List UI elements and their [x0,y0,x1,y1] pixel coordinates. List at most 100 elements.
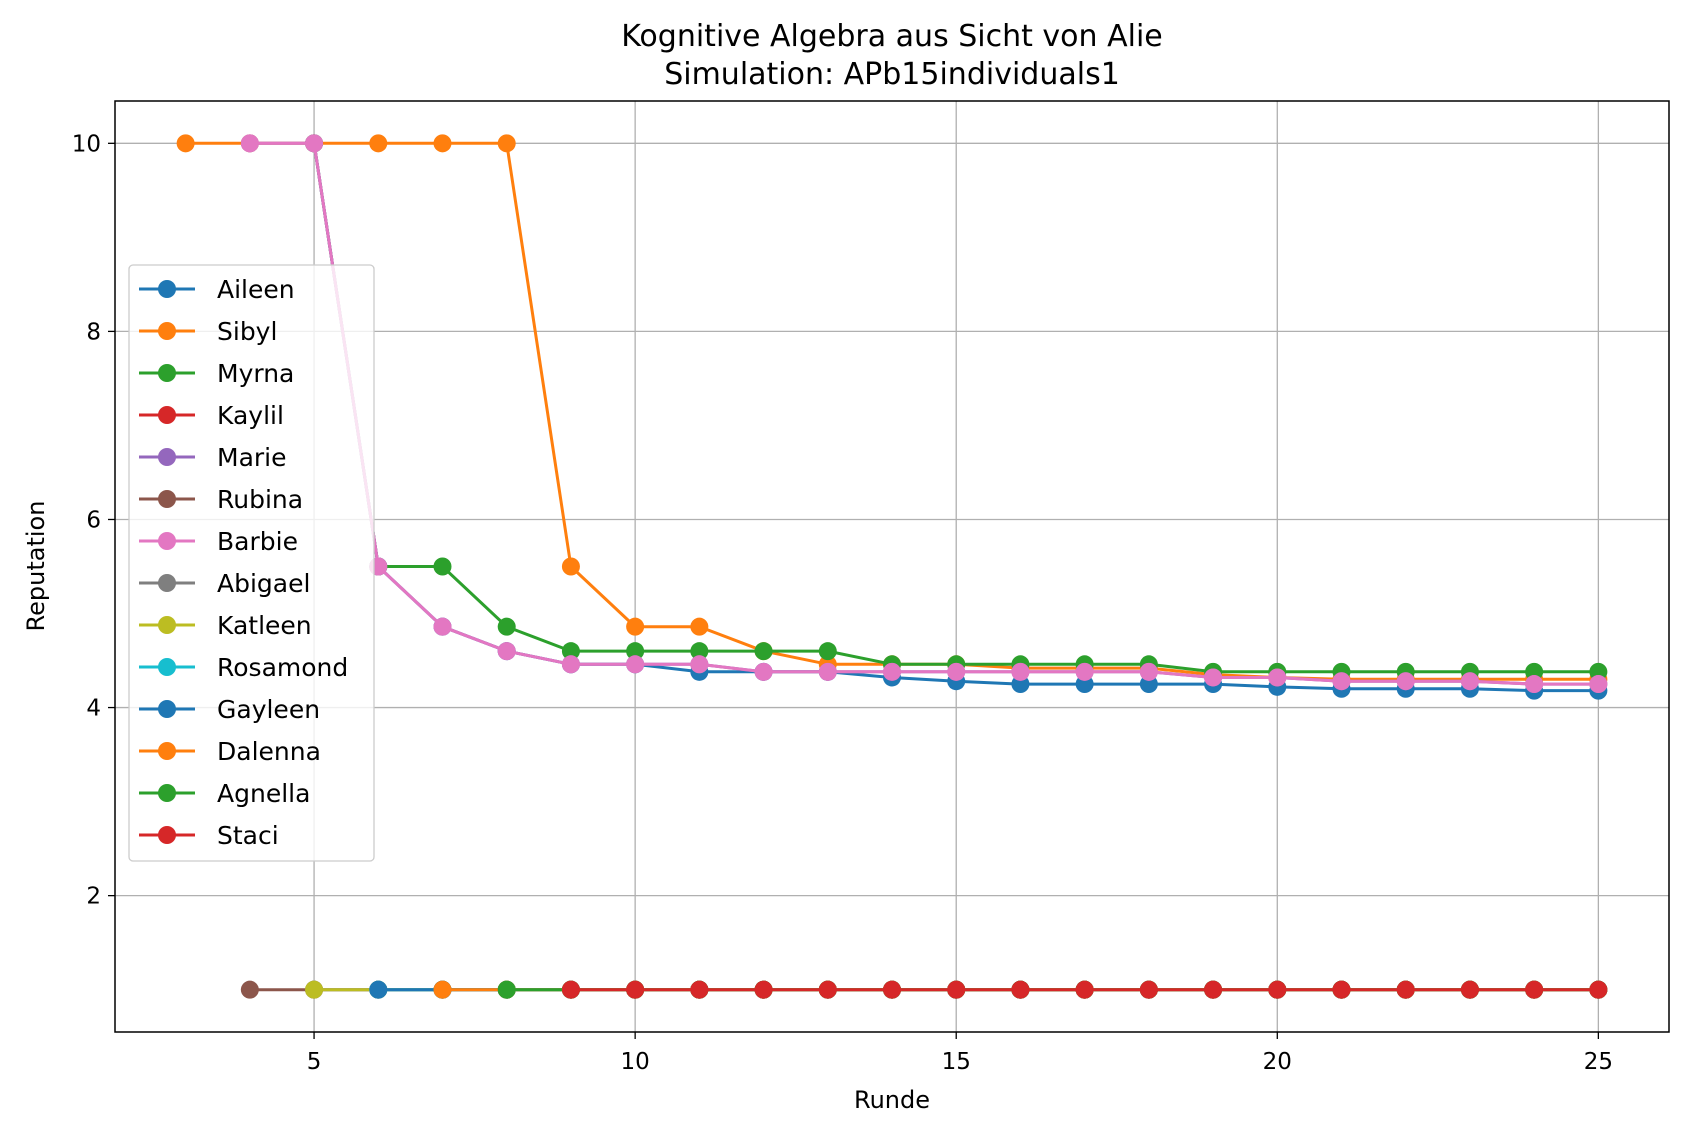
plot-frame [114,100,1670,1033]
legend-marker [158,826,176,844]
data-point [240,980,259,999]
legend-item: Barbie [139,527,298,556]
data-point [1589,980,1608,999]
data-point [690,617,709,636]
legend-marker [158,448,176,466]
series-staci [561,980,1608,999]
x-axis-label: Runde [854,1086,930,1114]
legend-frame [128,264,375,862]
data-point [1268,980,1287,999]
data-point [240,134,259,153]
data-point [433,617,452,636]
legend-item: Myrna [139,359,294,388]
data-point [1268,668,1287,687]
legend-item: Kaylil [139,401,284,430]
x-tick-label: 20 [1263,1049,1292,1075]
x-tick-label: 10 [620,1049,649,1075]
legend-label: Agnella [217,779,310,808]
legend-marker [158,406,176,424]
legend-item: Marie [139,443,287,472]
legend-marker [158,490,176,508]
legend-item: Rubina [139,485,303,514]
legend-marker [158,784,176,802]
series-barbie [240,134,1608,694]
data-point [1589,675,1608,694]
legend-marker [158,532,176,550]
data-point [497,617,516,636]
legend-item: Katleen [139,611,312,640]
legend-label: Gayleen [217,695,320,724]
y-axis-label: Reputation [22,501,50,632]
data-point [690,655,709,674]
data-point [1011,662,1030,681]
data-point [305,980,324,999]
legend-label: Abigael [217,569,310,598]
data-point [1139,662,1158,681]
data-point [883,980,901,999]
data-point [1332,672,1351,691]
data-point [883,662,901,681]
data-point [754,642,773,661]
data-point [561,980,580,999]
data-point [561,655,580,674]
data-point [497,980,516,999]
data-point [1460,672,1479,691]
x-tick-label: 25 [1584,1049,1613,1075]
axis-ticks: 5 10 15 20 25 2 4 6 8 10 [72,131,1613,1075]
legend-label: Dalenna [217,737,321,766]
series-line [249,141,1599,686]
data-point [1204,668,1223,687]
chart-title: Kognitive Algebra aus Sicht von Alie [621,19,1162,54]
legend-item: Rosamond [139,653,348,682]
data-point [626,617,645,636]
x-tick-label: 15 [942,1049,971,1075]
legend-marker [158,616,176,634]
legend-item: Abigael [139,569,310,598]
data-point [626,655,645,674]
data-point [561,557,580,576]
data-point [176,134,195,153]
y-tick-label: 6 [86,507,101,533]
legend-label: Rubina [217,485,303,514]
y-tick-label: 4 [86,696,101,722]
data-point [626,642,645,661]
legend-item: Sibyl [139,317,277,346]
chart-subtitle: Simulation: APb15individuals1 [664,57,1120,92]
data-point [690,980,709,999]
legend-item: Staci [139,821,279,850]
legend-label: Barbie [217,527,298,556]
data-point [754,980,773,999]
y-tick-label: 10 [72,131,101,157]
data-point [690,642,709,661]
data-point [818,642,837,661]
data-point [1139,980,1158,999]
data-point [1396,672,1415,691]
legend-label: Katleen [217,611,312,640]
x-tick-label: 5 [307,1049,322,1075]
legend-marker [158,574,176,592]
legend-marker [158,322,176,340]
data-point [947,980,966,999]
legend-marker [158,364,176,382]
data-point [369,980,388,999]
legend-label: Aileen [217,275,295,304]
data-point [1460,980,1479,999]
legend-marker [158,700,176,718]
legend-marker [158,742,176,760]
legend-label: Staci [217,821,279,850]
data-point [754,662,773,681]
data-point [947,662,966,681]
legend: Aileen Sibyl Myrna Kaylil Marie Rubina Barbie A… [128,264,375,862]
legend-marker [158,280,176,298]
y-tick-label: 8 [86,319,101,345]
legend-item: Gayleen [139,695,320,724]
legend-item: Dalenna [139,737,321,766]
data-point [433,557,452,576]
y-tick-label: 2 [86,884,101,910]
series-group [176,134,1608,999]
data-point [369,134,388,153]
data-point [497,134,516,153]
data-point [561,642,580,661]
legend-item: Aileen [139,275,295,304]
